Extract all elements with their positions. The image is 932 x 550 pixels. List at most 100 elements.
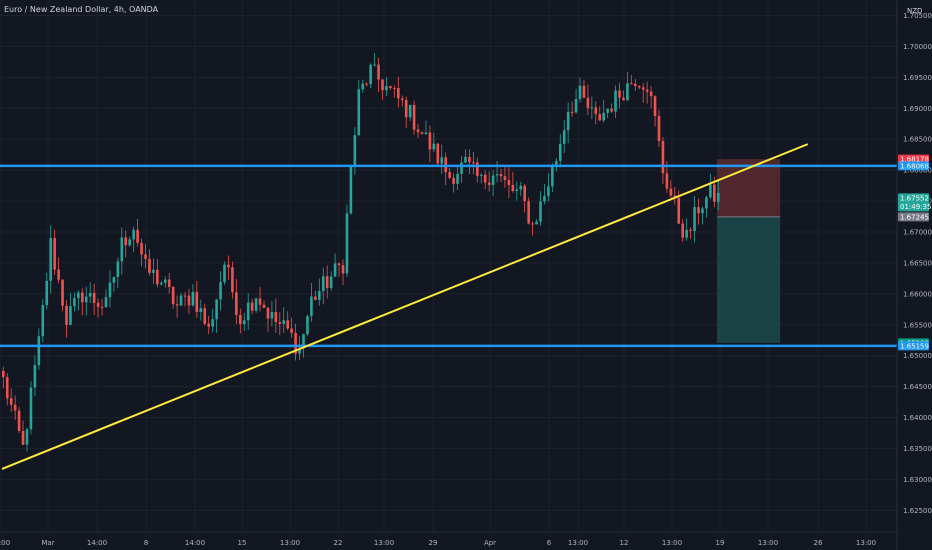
time-tick-label: 29 bbox=[429, 539, 438, 547]
time-tick-label: 14:00 bbox=[185, 539, 205, 547]
candle-body bbox=[393, 88, 396, 90]
candle-body bbox=[337, 263, 341, 266]
candle-body bbox=[495, 174, 499, 176]
candle-body bbox=[630, 83, 633, 85]
candle-body bbox=[381, 79, 384, 91]
candle-body bbox=[73, 298, 76, 307]
candle-body bbox=[716, 192, 720, 202]
candle-body bbox=[239, 314, 242, 324]
candle-body bbox=[167, 279, 171, 287]
candle-body bbox=[689, 229, 692, 231]
candle-body bbox=[53, 237, 56, 270]
candle-body bbox=[558, 143, 562, 161]
trendline[interactable] bbox=[1, 143, 809, 470]
candle-body bbox=[345, 213, 349, 274]
candle-body bbox=[152, 269, 155, 273]
candle-body bbox=[116, 261, 120, 278]
candle-body bbox=[582, 85, 586, 98]
candle-body bbox=[2, 370, 5, 378]
price-tick-label: 1.63000 bbox=[903, 476, 932, 484]
candle-body bbox=[618, 90, 621, 98]
candle-body bbox=[81, 292, 84, 303]
candle-body bbox=[705, 197, 708, 209]
candle-body bbox=[511, 184, 515, 191]
candle-body bbox=[92, 292, 96, 303]
candle-body bbox=[187, 295, 191, 306]
candle-body bbox=[602, 112, 605, 121]
candle-body bbox=[361, 83, 365, 90]
price-tag-label: 1.65159 bbox=[900, 342, 929, 350]
price-tick-label: 1.64500 bbox=[903, 383, 932, 391]
candle-body bbox=[191, 291, 195, 306]
candle-body bbox=[428, 132, 432, 150]
candle-body bbox=[385, 86, 388, 91]
price-tag-stop bbox=[898, 154, 929, 164]
time-tick-label: 13:00 bbox=[662, 539, 682, 547]
candle-body bbox=[325, 276, 329, 288]
candle-body bbox=[464, 156, 467, 163]
candle-body bbox=[290, 328, 293, 333]
candle-body bbox=[713, 184, 716, 202]
candle-body bbox=[669, 188, 673, 196]
candle-body bbox=[562, 130, 566, 144]
candle-body bbox=[329, 276, 333, 288]
candle-body bbox=[310, 296, 313, 317]
candle-body bbox=[709, 184, 712, 198]
candle-body bbox=[404, 99, 408, 118]
candle-body bbox=[479, 174, 483, 176]
candle-body bbox=[112, 277, 116, 283]
candle-body bbox=[570, 111, 574, 113]
candle-body bbox=[353, 135, 357, 167]
price-tick-label: 1.63500 bbox=[903, 445, 932, 453]
time-axis[interactable]: 00:00 Mar 14:00 8 14:00 15 13:00 22 13:00 29 Apr 6 1… bbox=[0, 539, 876, 547]
candle-body bbox=[314, 296, 317, 300]
candle-body bbox=[321, 276, 325, 292]
candle-body bbox=[175, 304, 179, 306]
candle-body bbox=[9, 398, 13, 405]
candle-body bbox=[397, 88, 400, 99]
candle-body bbox=[531, 223, 534, 225]
candle-body bbox=[452, 177, 455, 184]
price-tick-label: 1.65000 bbox=[903, 352, 932, 360]
drawings[interactable] bbox=[0, 143, 897, 470]
candle-body bbox=[468, 156, 471, 163]
candle-body bbox=[507, 180, 511, 185]
candle-body bbox=[120, 237, 124, 262]
take-profit-zone bbox=[716, 216, 781, 343]
candle-body bbox=[262, 304, 266, 308]
time-tick-label: 22 bbox=[334, 539, 343, 547]
candle-body bbox=[302, 334, 305, 349]
candle-body bbox=[499, 174, 503, 177]
candle-body bbox=[306, 316, 309, 335]
candle-body bbox=[246, 302, 250, 321]
candle-body bbox=[551, 166, 554, 187]
price-tag-last bbox=[898, 193, 929, 212]
candle-body bbox=[681, 223, 684, 238]
candle-body bbox=[163, 279, 167, 283]
candle-body bbox=[199, 308, 203, 312]
price-tag-support bbox=[898, 341, 929, 351]
candle-body bbox=[424, 132, 428, 135]
candle-body bbox=[274, 312, 278, 323]
price-tag-label: 1.68068 bbox=[900, 162, 929, 170]
candle-body bbox=[539, 201, 542, 222]
candle-body bbox=[626, 83, 629, 101]
candle-body bbox=[41, 305, 45, 337]
candle-body bbox=[21, 430, 25, 445]
price-tick-label: 1.70000 bbox=[903, 43, 932, 51]
candle-body bbox=[207, 323, 210, 327]
candle-body bbox=[697, 207, 700, 214]
candle-body bbox=[653, 96, 657, 117]
candle-body bbox=[578, 85, 582, 100]
candle-body bbox=[472, 162, 475, 164]
candle-body bbox=[128, 239, 131, 246]
candle-body bbox=[124, 237, 128, 246]
candle-body bbox=[156, 269, 159, 285]
candle-body bbox=[420, 132, 424, 135]
candle-body bbox=[132, 229, 135, 240]
candle-body bbox=[535, 221, 538, 225]
candle-body bbox=[108, 282, 112, 298]
candle-body bbox=[29, 387, 33, 430]
